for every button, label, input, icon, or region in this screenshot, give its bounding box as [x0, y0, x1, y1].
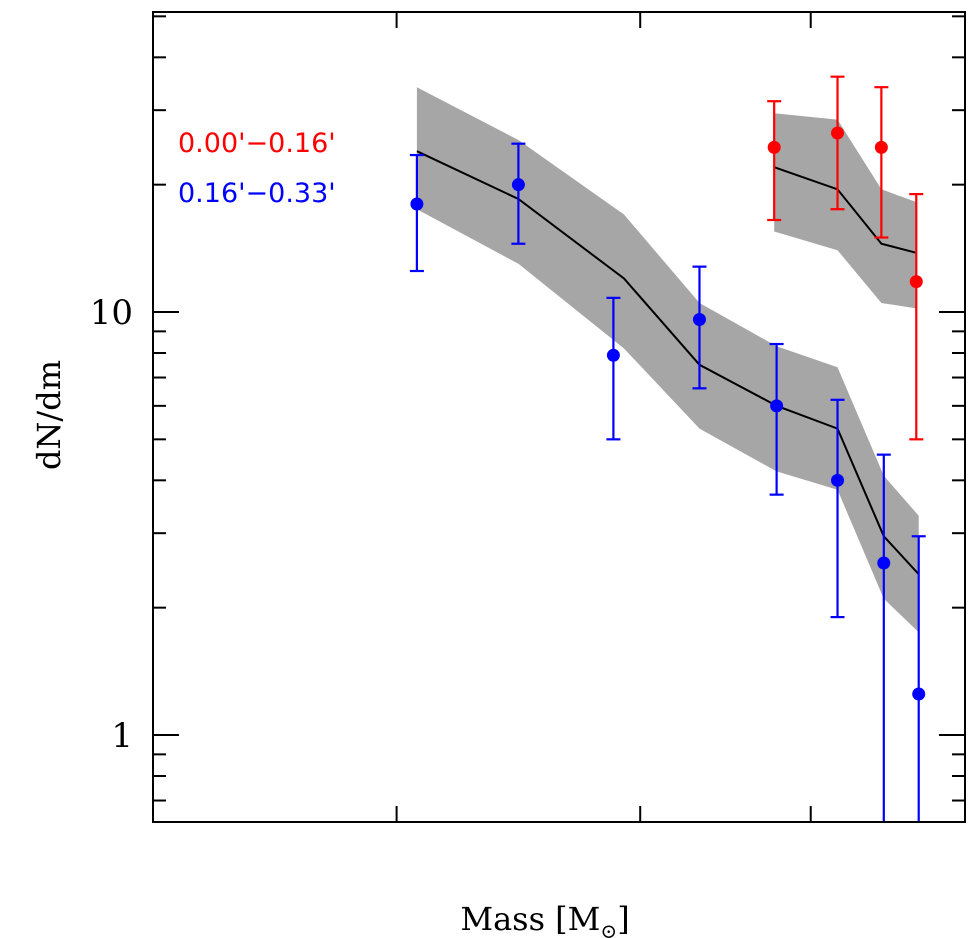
- model-line-series-1: [773, 166, 917, 254]
- data-point-series-2-1: [410, 197, 424, 211]
- band-series-2: [416, 87, 919, 633]
- legend-entry-2: 0.16'−0.33': [178, 178, 336, 209]
- axes: [152, 11, 966, 823]
- data-points: [410, 126, 926, 701]
- model-line-series-2: [416, 150, 920, 575]
- error-bars: [409, 75, 926, 822]
- y-axis-label: dN/dm: [30, 360, 68, 470]
- model-lines: [416, 150, 920, 575]
- data-point-series-2-2: [511, 178, 525, 192]
- data-point-series-2-6: [831, 473, 845, 487]
- data-point-series-2-3: [606, 348, 620, 362]
- data-point-series-1-1: [767, 140, 781, 154]
- x-axis-label-close: ]: [617, 900, 629, 938]
- data-point-series-2-5: [770, 399, 784, 413]
- tick-labels: 1 10: [90, 293, 133, 756]
- x-axis-label: Mass [M⊙]: [460, 900, 629, 938]
- x-axis-label-subscript: ⊙: [600, 919, 617, 938]
- data-point-series-2-8: [912, 687, 926, 701]
- y-tick-label-10: 10: [90, 293, 133, 333]
- x-axis-label-main: Mass [M: [460, 900, 600, 938]
- band-series-1: [774, 113, 917, 309]
- data-point-series-2-7: [877, 556, 891, 570]
- data-point-series-1-2: [831, 126, 845, 140]
- data-point-series-1-3: [874, 140, 888, 154]
- uncertainty-bands: [416, 87, 919, 633]
- plot-frame: [152, 11, 966, 823]
- legend-entry-1: 0.00'−0.16': [178, 128, 336, 159]
- y-tick-label-1: 1: [111, 716, 133, 756]
- data-point-series-2-4: [692, 312, 706, 326]
- data-point-series-1-4: [909, 275, 923, 289]
